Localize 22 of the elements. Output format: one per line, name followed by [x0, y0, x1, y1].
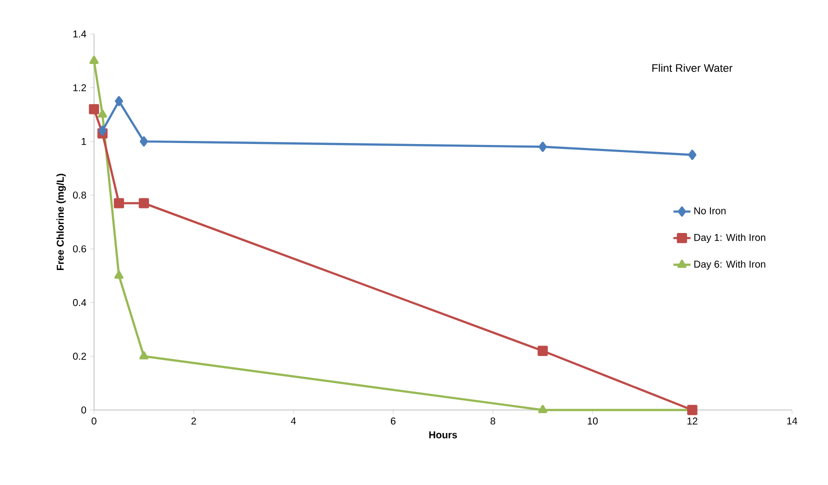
x-tick-label: 6 [390, 418, 396, 425]
y-tick-label: 0 [81, 406, 86, 414]
x-tick-label: 0 [92, 418, 96, 425]
y-tick-label: 0.8 [73, 192, 86, 199]
y-tick-label: 0.2 [73, 352, 86, 360]
x-tick-label: 14 [787, 418, 798, 424]
y-tick-label: 0.6 [73, 245, 86, 252]
y-tick-label: 1 [82, 138, 86, 145]
x-tick-label: 4 [290, 418, 296, 424]
y-tick-label: 0.4 [73, 299, 86, 306]
x-tick-label: 2 [191, 418, 196, 424]
x-tick-label: 12 [688, 418, 698, 424]
legend-label: Day 1: With Iron [694, 234, 766, 243]
legend-label: Day 6: With Iron [694, 260, 766, 270]
y-axis-title: Free Chlorine (mg/L) [56, 174, 66, 270]
y-tick-label: 1.2 [73, 84, 86, 92]
legend-label: No Iron [694, 207, 726, 214]
x-tick-label: 8 [490, 418, 496, 425]
x-axis-title: Hours [429, 431, 457, 438]
x-tick-label: 10 [588, 418, 598, 425]
annotation: Flint River Water [652, 64, 732, 72]
y-tick-label: 1.4 [73, 30, 86, 38]
